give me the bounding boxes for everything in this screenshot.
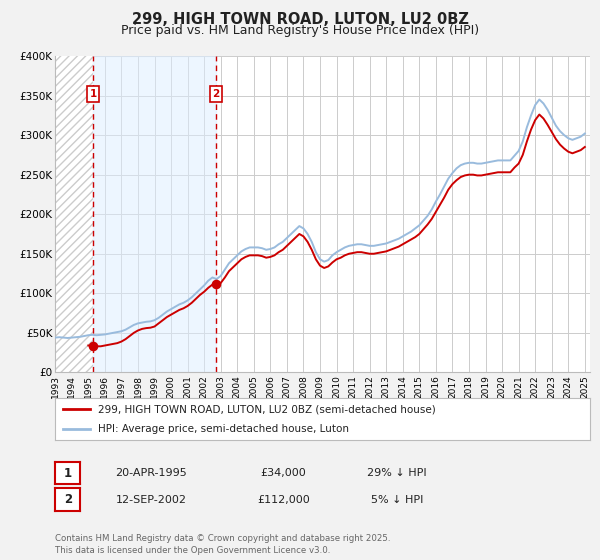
Bar [55, 56, 93, 372]
Point [88, 341, 98, 350]
Text: 1: 1 [64, 466, 72, 480]
Text: £112,000: £112,000 [257, 494, 310, 505]
Text: 5% ↓ HPI: 5% ↓ HPI [371, 494, 424, 505]
Point [211, 279, 221, 288]
Text: £34,000: £34,000 [260, 468, 306, 478]
Text: 20-APR-1995: 20-APR-1995 [115, 468, 187, 478]
Text: 29% ↓ HPI: 29% ↓ HPI [367, 468, 427, 478]
Text: Contains HM Land Registry data © Crown copyright and database right 2025.
This d: Contains HM Land Registry data © Crown c… [55, 534, 391, 555]
Text: HPI: Average price, semi-detached house, Luton: HPI: Average price, semi-detached house,… [98, 424, 349, 434]
Text: 12-SEP-2002: 12-SEP-2002 [116, 494, 187, 505]
Text: Price paid vs. HM Land Registry's House Price Index (HPI): Price paid vs. HM Land Registry's House … [121, 24, 479, 38]
Text: 1: 1 [89, 89, 97, 99]
Text: 2: 2 [212, 89, 220, 99]
Bar [93, 56, 216, 372]
Bar [55, 56, 93, 372]
Text: 299, HIGH TOWN ROAD, LUTON, LU2 0BZ (semi-detached house): 299, HIGH TOWN ROAD, LUTON, LU2 0BZ (sem… [98, 404, 436, 414]
Text: 2: 2 [64, 493, 72, 506]
Text: 299, HIGH TOWN ROAD, LUTON, LU2 0BZ: 299, HIGH TOWN ROAD, LUTON, LU2 0BZ [131, 12, 469, 27]
